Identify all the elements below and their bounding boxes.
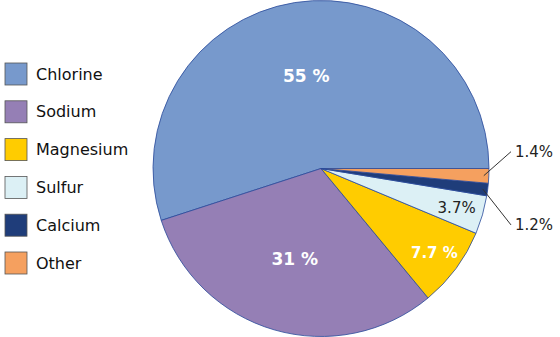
legend-swatch xyxy=(5,252,27,274)
legend-label: Magnesium xyxy=(36,140,128,159)
data-label: 55 % xyxy=(283,66,330,86)
pie xyxy=(153,0,489,336)
data-label: 31 % xyxy=(271,249,318,269)
leader-line xyxy=(484,152,511,176)
legend-label: Chlorine xyxy=(36,65,103,84)
legend-swatch xyxy=(5,139,27,161)
legend: Chlorine Sodium Magnesium Sulfur Calcium Othe… xyxy=(5,63,128,274)
leader-line xyxy=(483,189,511,225)
legend-label: Calcium xyxy=(36,216,100,235)
data-label: 3.7% xyxy=(438,199,476,217)
legend-swatch xyxy=(5,101,27,123)
data-label: 7.7 % xyxy=(411,244,458,262)
data-label: 1.4% xyxy=(515,143,553,161)
legend-label: Other xyxy=(36,254,82,273)
chart: 55 % 31 % 7.7 % 3.7% 1.2% 1.4% Chlorine Sodium M… xyxy=(0,0,560,337)
legend-swatch xyxy=(5,214,27,236)
legend-swatch xyxy=(5,63,27,85)
legend-swatch xyxy=(5,176,27,198)
data-label: 1.2% xyxy=(515,216,553,234)
legend-label: Sulfur xyxy=(36,178,84,197)
legend-label: Sodium xyxy=(36,102,96,121)
pie-slice xyxy=(321,169,489,184)
pie-slice xyxy=(321,169,488,196)
data-labels: 55 % 31 % 7.7 % 3.7% 1.2% 1.4% xyxy=(271,66,553,269)
